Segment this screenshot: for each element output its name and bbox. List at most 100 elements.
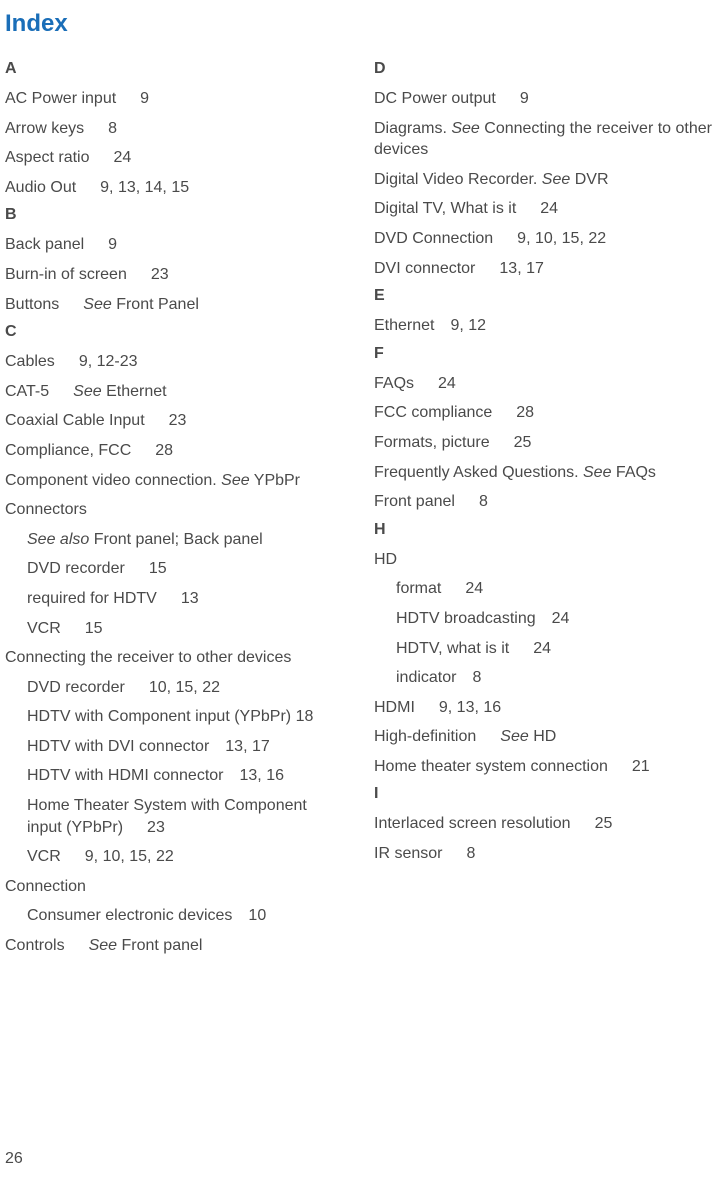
entry-pages: 9, 10, 15, 22 (85, 848, 174, 865)
index-subentry: DVD recorder15 (27, 558, 344, 580)
entry-pages: 13, 17 (225, 738, 269, 755)
entry-pages: 25 (514, 434, 532, 451)
entry-pages: 18 (296, 708, 314, 725)
entry-pages: 8 (466, 845, 475, 862)
index-entry: Frequently Asked Questions. See FAQs (374, 462, 713, 484)
see-ref: See (542, 171, 570, 188)
entry-text: HDTV with HDMI connector (27, 767, 224, 784)
ref-text: FAQs (616, 464, 656, 481)
index-entry: DVI connector13, 17 (374, 258, 713, 280)
entry-text: Consumer electronic devices (27, 907, 232, 924)
index-subentry: See also Front panel; Back panel (27, 529, 344, 551)
entry-pages: 23 (151, 266, 169, 283)
entry-pages: 9, 13, 16 (439, 699, 501, 716)
index-subentry: VCR15 (27, 618, 344, 640)
entry-text: CAT-5 (5, 383, 49, 400)
entry-text: DVD Connection (374, 230, 493, 247)
right-column: D DC Power output9 Diagrams. See Connect… (374, 52, 713, 965)
see-ref: See also (27, 531, 89, 548)
entry-text: VCR (27, 620, 61, 637)
entry-text: DVD recorder (27, 679, 125, 696)
entry-text: Arrow keys (5, 120, 84, 137)
letter-i: I (374, 785, 713, 803)
index-entry: Formats, picture 25 (374, 432, 713, 454)
ref-text: YPbPr (254, 472, 300, 489)
see-ref: See (83, 296, 111, 313)
ref-text: DVR (575, 171, 609, 188)
entry-text: Audio Out (5, 179, 76, 196)
index-heading: Connecting the receiver to other devices (5, 647, 344, 669)
entry-text: Formats, picture (374, 434, 490, 451)
entry-pages: 9, 10, 15, 22 (517, 230, 606, 247)
index-entry: DVD Connection 9, 10, 15, 22 (374, 228, 713, 250)
entry-text: Compliance, FCC (5, 442, 131, 459)
ref-text: HD (533, 728, 556, 745)
index-entry: Interlaced screen resolution25 (374, 813, 713, 835)
entry-text: Back panel (5, 236, 84, 253)
index-entry: Ethernet 9, 12 (374, 315, 713, 337)
entry-pages: 24 (540, 200, 558, 217)
index-heading: HD (374, 549, 713, 571)
ref-text: Front panel (122, 937, 203, 954)
entry-text: Ethernet (374, 317, 434, 334)
index-subentry: format24 (396, 578, 713, 600)
index-entry: DC Power output 9 (374, 88, 713, 110)
entry-text: AC Power input (5, 90, 116, 107)
entry-pages: 9 (108, 236, 117, 253)
entry-text: Burn-in of screen (5, 266, 127, 283)
index-entry: HDMI9, 13, 16 (374, 697, 713, 719)
entry-pages: 9, 12-23 (79, 353, 138, 370)
letter-d: D (374, 60, 713, 78)
entry-pages: 9 (520, 90, 529, 107)
entry-text: DC Power output (374, 90, 496, 107)
entry-pages: 24 (552, 610, 570, 627)
entry-text: indicator (396, 669, 456, 686)
entry-text: Component video connection. (5, 472, 221, 489)
ref-text: Front panel; Back panel (94, 531, 263, 548)
entry-text: HDTV, what is it (396, 640, 509, 657)
index-subentry: DVD recorder10, 15, 22 (27, 677, 344, 699)
entry-text: FAQs (374, 375, 414, 392)
entry-text: Front panel (374, 493, 455, 510)
index-subentry: HDTV, what is it24 (396, 638, 713, 660)
ref-text: Ethernet (106, 383, 166, 400)
index-title: Index (5, 10, 713, 38)
index-entry: ButtonsSee Front Panel (5, 294, 344, 316)
entry-pages: 25 (595, 815, 613, 832)
index-entry: Compliance, FCC28 (5, 440, 344, 462)
index-entry: Digital Video Recorder. See DVR (374, 169, 713, 191)
index-subentry: Home Theater System with Component input… (27, 795, 344, 838)
index-entry: Cables9, 12-23 (5, 351, 344, 373)
entry-text: Frequently Asked Questions. (374, 464, 583, 481)
entry-text: HDTV with Component input (YPbPr) (27, 708, 291, 725)
entry-text: Home Theater System with Component input… (27, 797, 307, 836)
letter-e: E (374, 287, 713, 305)
index-entry: FAQs24 (374, 373, 713, 395)
index-subentry: VCR9, 10, 15, 22 (27, 846, 344, 868)
entry-text: Home theater system connection (374, 758, 608, 775)
entry-text: Digital TV, What is it (374, 200, 516, 217)
entry-pages: 9, 12 (450, 317, 486, 334)
entry-text: DVI connector (374, 260, 475, 277)
index-subentry: HDTV broadcasting24 (396, 608, 713, 630)
see-ref: See (583, 464, 611, 481)
entry-pages: 9, 13, 14, 15 (100, 179, 189, 196)
index-entry: Digital TV, What is it 24 (374, 198, 713, 220)
page-number: 26 (5, 1150, 23, 1168)
see-ref: See (221, 472, 249, 489)
entry-pages: 8 (479, 493, 488, 510)
entry-text: format (396, 580, 441, 597)
entry-text: Digital Video Recorder. (374, 171, 542, 188)
entry-pages: 8 (472, 669, 481, 686)
index-entry: CAT-5See Ethernet (5, 381, 344, 403)
entry-text: Coaxial Cable Input (5, 412, 145, 429)
index-entry: Aspect ratio24 (5, 147, 344, 169)
entry-text: Buttons (5, 296, 59, 313)
entry-pages: 13 (181, 590, 199, 607)
index-entry: Front panel 8 (374, 491, 713, 513)
entry-text: Diagrams. (374, 120, 451, 137)
index-heading: Connectors (5, 499, 344, 521)
index-subentry: required for HDTV13 (27, 588, 344, 610)
letter-a: A (5, 60, 344, 78)
index-entry: Back panel 9 (5, 234, 344, 256)
